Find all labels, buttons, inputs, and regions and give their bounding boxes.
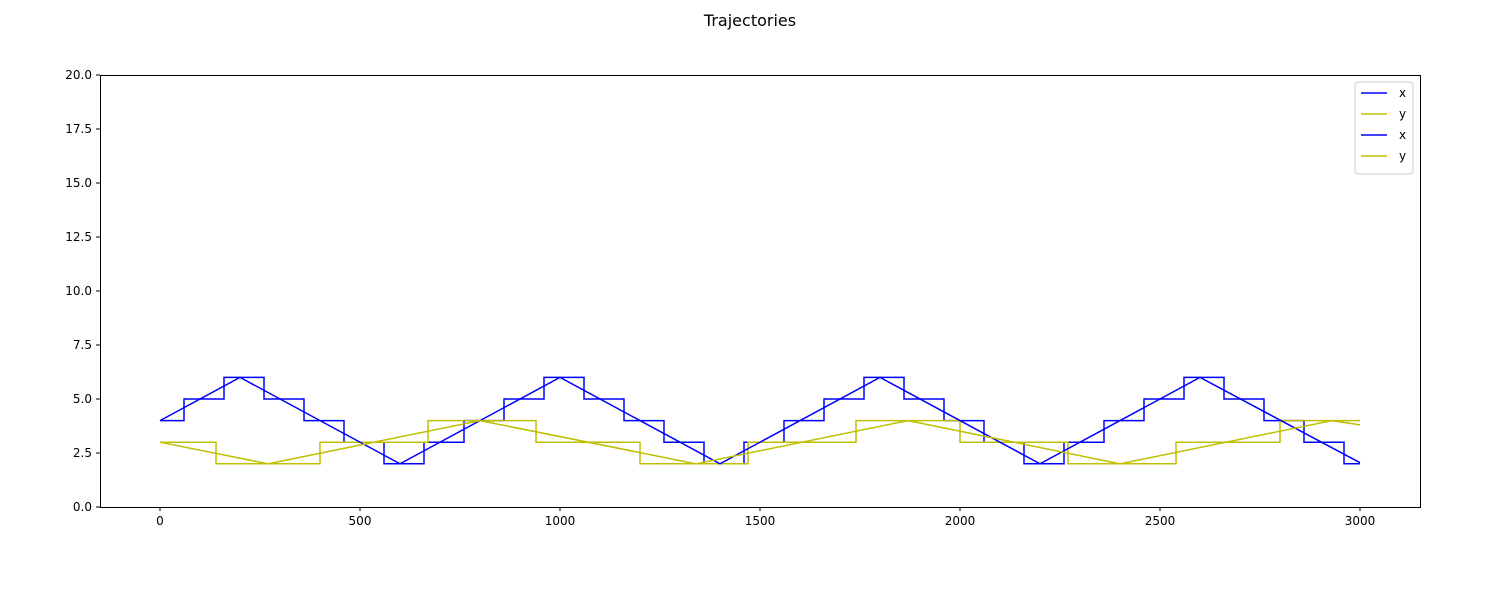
x-tick-label: 500 xyxy=(349,514,372,528)
y-tick-label: 15.0 xyxy=(65,176,92,190)
x-tick-label: 2000 xyxy=(945,514,976,528)
y-tick-label: 12.5 xyxy=(65,230,92,244)
legend-label: y xyxy=(1399,107,1406,121)
x-tick-label: 2500 xyxy=(1145,514,1176,528)
x-tick-label: 0 xyxy=(156,514,164,528)
y-tick-label: 0.0 xyxy=(73,500,92,514)
legend-label: y xyxy=(1399,149,1406,163)
y-tick-label: 2.5 xyxy=(73,446,92,460)
series-y-line-4 xyxy=(159,419,1361,465)
legend-label: x xyxy=(1399,86,1406,100)
chart-title: Trajectories xyxy=(703,11,796,30)
plot-lines xyxy=(159,376,1361,465)
legend-box xyxy=(1354,81,1414,175)
series-x-line-3 xyxy=(159,376,1361,465)
y-tick-label: 10.0 xyxy=(65,284,92,298)
y-tick-label: 7.5 xyxy=(73,338,92,352)
x-axis: 0 500 1000 1500 2000 2500 3000 xyxy=(156,507,1375,528)
x-tick-label: 3000 xyxy=(1345,514,1376,528)
x-tick-label: 1500 xyxy=(745,514,776,528)
y-tick-label: 5.0 xyxy=(73,392,92,406)
y-tick-label: 17.5 xyxy=(65,122,92,136)
y-tick-label: 20.0 xyxy=(65,68,92,82)
x-tick-label: 1000 xyxy=(545,514,576,528)
y-axis: 0.0 2.5 5.0 7.5 10.0 12.5 15.0 17.5 20.0 xyxy=(65,68,100,514)
legend-label: x xyxy=(1399,128,1406,142)
